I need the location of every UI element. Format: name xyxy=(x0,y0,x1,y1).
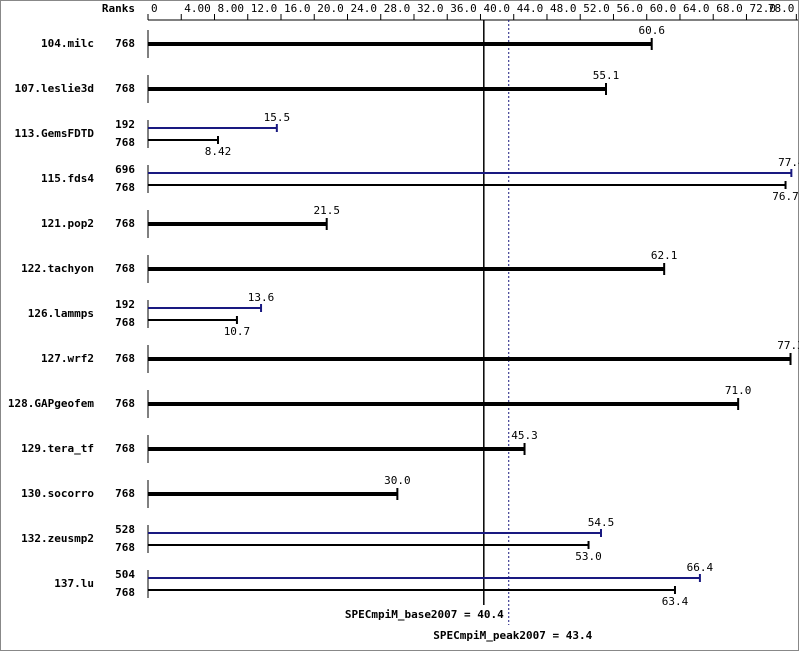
x-tick-label: 12.0 xyxy=(251,2,278,15)
peak-metric-label: SPECmpiM_peak2007 = 43.4 xyxy=(433,629,592,642)
benchmark-name: 128.GAPgeofem xyxy=(8,397,94,410)
base-bar xyxy=(148,139,218,141)
base-ranks: 768 xyxy=(115,262,135,275)
base-bar xyxy=(148,402,739,406)
base-ranks: 768 xyxy=(115,442,135,455)
x-tick-label: 24.0 xyxy=(350,2,377,15)
base-ranks: 768 xyxy=(115,586,135,599)
base-bar xyxy=(148,42,652,46)
peak-bar xyxy=(148,127,277,129)
base-ranks: 768 xyxy=(115,37,135,50)
peak-ranks: 696 xyxy=(115,163,135,176)
x-tick-label: 32.0 xyxy=(417,2,444,15)
base-bar xyxy=(148,319,237,321)
base-value-label: 55.1 xyxy=(593,69,620,82)
benchmark-name: 113.GemsFDTD xyxy=(15,127,95,140)
benchmark-name: 122.tachyon xyxy=(21,262,94,275)
peak-bar xyxy=(148,532,602,534)
base-value-label: 45.3 xyxy=(511,429,538,442)
benchmark-name: 107.leslie3d xyxy=(15,82,94,95)
benchmark-name: 121.pop2 xyxy=(41,217,94,230)
peak-bar xyxy=(148,172,792,174)
x-tick-label: 28.0 xyxy=(384,2,411,15)
x-tick-label: 8.00 xyxy=(217,2,244,15)
base-ranks: 768 xyxy=(115,316,135,329)
base-value-label: 30.0 xyxy=(384,474,411,487)
base-value-label: 77.3 xyxy=(777,339,799,352)
benchmark-name: 132.zeusmp2 xyxy=(21,532,94,545)
base-ranks: 768 xyxy=(115,82,135,95)
base-bar xyxy=(148,184,786,186)
x-tick-label: 20.0 xyxy=(317,2,344,15)
peak-value-label: 13.6 xyxy=(248,291,275,304)
base-bar xyxy=(148,589,675,591)
x-tick-label: 68.0 xyxy=(716,2,743,15)
ranks-header: Ranks xyxy=(102,2,135,15)
peak-value-label: 66.4 xyxy=(687,561,714,574)
base-ranks: 768 xyxy=(115,181,135,194)
base-value-label: 71.0 xyxy=(725,384,752,397)
x-tick-label: 64.0 xyxy=(683,2,710,15)
peak-value-label: 77.4 xyxy=(778,156,799,169)
x-tick-label: 40.0 xyxy=(483,2,510,15)
x-tick-label: 48.0 xyxy=(550,2,577,15)
base-value-label: 60.6 xyxy=(638,24,665,37)
base-ranks: 768 xyxy=(115,352,135,365)
x-tick-label: 56.0 xyxy=(616,2,643,15)
base-bar xyxy=(148,544,589,546)
base-bar xyxy=(148,267,665,271)
peak-ranks: 528 xyxy=(115,523,135,536)
x-tick-label: 0 xyxy=(151,2,158,15)
x-tick-label: 60.0 xyxy=(650,2,677,15)
x-tick-label: 78.0 xyxy=(768,2,795,15)
benchmark-name: 115.fds4 xyxy=(41,172,94,185)
x-tick-label: 72.0 xyxy=(749,2,776,15)
benchmark-name: 126.lammps xyxy=(28,307,94,320)
base-value-label: 10.7 xyxy=(224,325,251,338)
x-tick-label: 4.00 xyxy=(184,2,211,15)
benchmark-name: 129.tera_tf xyxy=(21,442,94,455)
peak-ranks: 504 xyxy=(115,568,135,581)
base-bar xyxy=(148,447,525,451)
base-ranks: 768 xyxy=(115,541,135,554)
base-ranks: 768 xyxy=(115,397,135,410)
base-ranks: 768 xyxy=(115,136,135,149)
peak-ranks: 192 xyxy=(115,118,135,131)
peak-value-label: 15.5 xyxy=(264,111,291,124)
base-value-label: 76.7 xyxy=(772,190,799,203)
benchmark-name: 130.socorro xyxy=(21,487,94,500)
peak-bar xyxy=(148,577,700,579)
benchmark-name: 104.milc xyxy=(41,37,94,50)
peak-value-label: 54.5 xyxy=(588,516,615,529)
x-tick-label: 44.0 xyxy=(517,2,544,15)
base-ranks: 768 xyxy=(115,487,135,500)
x-tick-label: 36.0 xyxy=(450,2,477,15)
benchmark-name: 127.wrf2 xyxy=(41,352,94,365)
base-value-label: 62.1 xyxy=(651,249,678,262)
x-tick-label: 16.0 xyxy=(284,2,311,15)
x-tick-label: 52.0 xyxy=(583,2,610,15)
base-ranks: 768 xyxy=(115,217,135,230)
peak-bar xyxy=(148,307,262,309)
base-value-label: 53.0 xyxy=(575,550,602,563)
base-value-label: 21.5 xyxy=(313,204,340,217)
base-metric-label: SPECmpiM_base2007 = 40.4 xyxy=(345,608,504,621)
base-value-label: 63.4 xyxy=(662,595,689,608)
base-bar xyxy=(148,87,606,91)
base-bar xyxy=(148,222,327,226)
base-bar xyxy=(148,357,791,361)
peak-ranks: 192 xyxy=(115,298,135,311)
base-bar xyxy=(148,492,398,496)
benchmark-name: 137.lu xyxy=(54,577,94,590)
base-value-label: 8.42 xyxy=(205,145,232,158)
